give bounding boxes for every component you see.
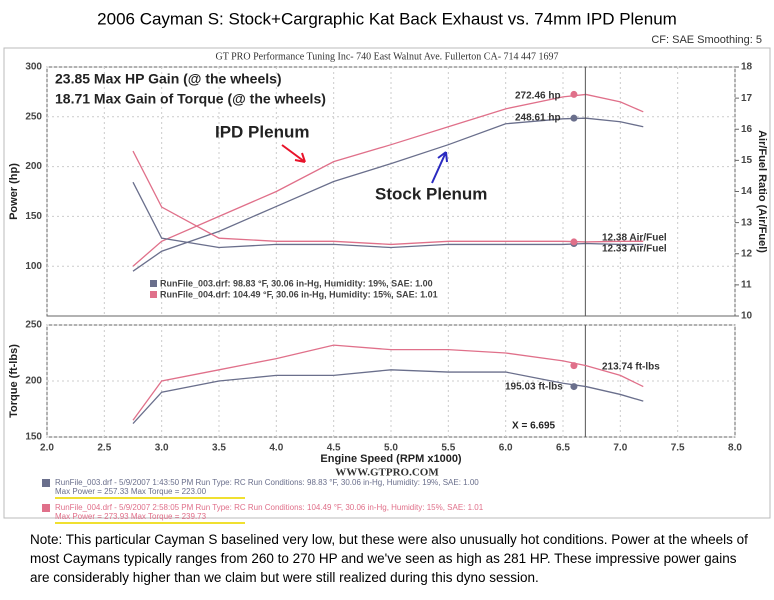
y2-axis-label: Air/Fuel Ratio (Air/Fuel): [756, 130, 768, 253]
series-line: [132, 181, 644, 249]
x-tick-label: 8.0: [728, 443, 742, 454]
y-tick-label: 250: [25, 320, 42, 331]
title: 2006 Cayman S: Stock+Cargraphic Kat Back…: [97, 9, 677, 28]
series-line: [132, 150, 644, 246]
website: WWW.GTPRO.COM: [335, 467, 439, 479]
legend-swatch: [150, 291, 157, 298]
highlight: [55, 497, 245, 499]
legend-swatch: [150, 280, 157, 287]
y-tick-label: 200: [25, 376, 42, 387]
y-tick-label: 150: [25, 211, 42, 222]
y2-tick-label: 10: [741, 311, 753, 322]
annotation: 18.71 Max Gain of Torque (@ the wheels): [55, 91, 326, 107]
point-marker: [570, 362, 578, 370]
legend-entry: RunFile_003.drf: 98.83 °F, 30.06 in-Hg, …: [160, 278, 433, 288]
footer: RunFile_003.drf - 5/9/2007 1:43:50 PM Ru…: [42, 478, 484, 524]
series-line: [132, 93, 644, 267]
run-max: Max Power = 257.33 Max Torque = 223.00: [55, 487, 207, 496]
y-tick-label: 100: [25, 261, 42, 272]
annotation: Stock Plenum: [375, 184, 487, 203]
annotation: 23.85 Max HP Gain (@ the wheels): [55, 71, 282, 87]
y-tick-label: 250: [25, 111, 42, 122]
point-label: 195.03 ft-lbs: [505, 382, 563, 393]
annotation: IPD Plenum: [215, 122, 309, 141]
arrow: [281, 144, 306, 163]
legend-entry: RunFile_004.drf: 104.49 °F, 30.06 in-Hg,…: [160, 289, 438, 299]
point-label: 248.61 hp: [515, 113, 561, 124]
run-swatch: [42, 479, 50, 487]
y2-tick-label: 14: [741, 186, 753, 197]
y2-tick-label: 15: [741, 155, 753, 166]
y-axis-label: Torque (ft-lbs): [8, 344, 20, 418]
series-line: [132, 344, 644, 421]
x-tick-label: 6.5: [556, 443, 570, 454]
point-marker: [570, 238, 578, 246]
x-tick-label: 5.5: [441, 443, 455, 454]
point-marker: [570, 90, 578, 98]
highlight: [55, 522, 245, 524]
x-tick-label: 2.0: [40, 443, 54, 454]
point-label: 272.46 hp: [515, 91, 561, 102]
run-swatch: [42, 504, 50, 512]
y-tick-label: 150: [25, 432, 42, 443]
point-marker: [570, 114, 578, 122]
note: Note: This particular Cayman S baselined…: [30, 532, 748, 585]
cursor-label: X = 6.695: [512, 421, 556, 432]
y2-tick-label: 11: [741, 280, 752, 291]
run-info: RunFile_003.drf - 5/9/2007 1:43:50 PM Ru…: [55, 478, 479, 487]
chart: 2006 Cayman S: Stock+Cargraphic Kat Back…: [3, 9, 771, 524]
run-info: RunFile_004.drf - 5/9/2007 2:58:05 PM Ru…: [55, 503, 484, 512]
point-label: 12.38 Air/Fuel: [602, 233, 667, 244]
x-tick-label: 2.5: [97, 443, 111, 454]
x-tick-label: 7.0: [613, 443, 627, 454]
run-max: Max Power = 273.93 Max Torque = 239.73: [55, 512, 207, 521]
x-tick-label: 7.5: [671, 443, 685, 454]
frame: [3, 47, 771, 519]
y2-tick-label: 17: [741, 93, 753, 104]
y2-tick-label: 12: [741, 248, 753, 259]
shop-header: GT PRO Performance Tuning Inc- 740 East …: [215, 51, 558, 62]
y2-tick-label: 18: [741, 62, 753, 73]
series-line: [132, 369, 644, 424]
x-axis-label: Engine Speed (RPM x1000): [320, 453, 462, 465]
y2-tick-label: 16: [741, 124, 753, 135]
point-label: 12.33 Air/Fuel: [602, 244, 667, 255]
x-tick-label: 6.0: [499, 443, 513, 454]
y-axis-label: Power (hp): [8, 163, 20, 220]
y2-tick-label: 13: [741, 217, 753, 228]
settings: CF: SAE Smoothing: 5: [651, 34, 762, 46]
point-label: 213.74 ft-lbs: [602, 362, 660, 373]
series-line: [132, 117, 644, 272]
arrow: [431, 151, 448, 184]
x-tick-label: 4.0: [269, 443, 283, 454]
x-tick-label: 3.0: [155, 443, 169, 454]
point-marker: [570, 383, 578, 391]
x-tick-label: 5.0: [384, 443, 398, 454]
x-tick-label: 3.5: [212, 443, 226, 454]
y-tick-label: 200: [25, 161, 42, 172]
y-tick-label: 300: [25, 62, 42, 73]
x-tick-label: 4.5: [327, 443, 341, 454]
